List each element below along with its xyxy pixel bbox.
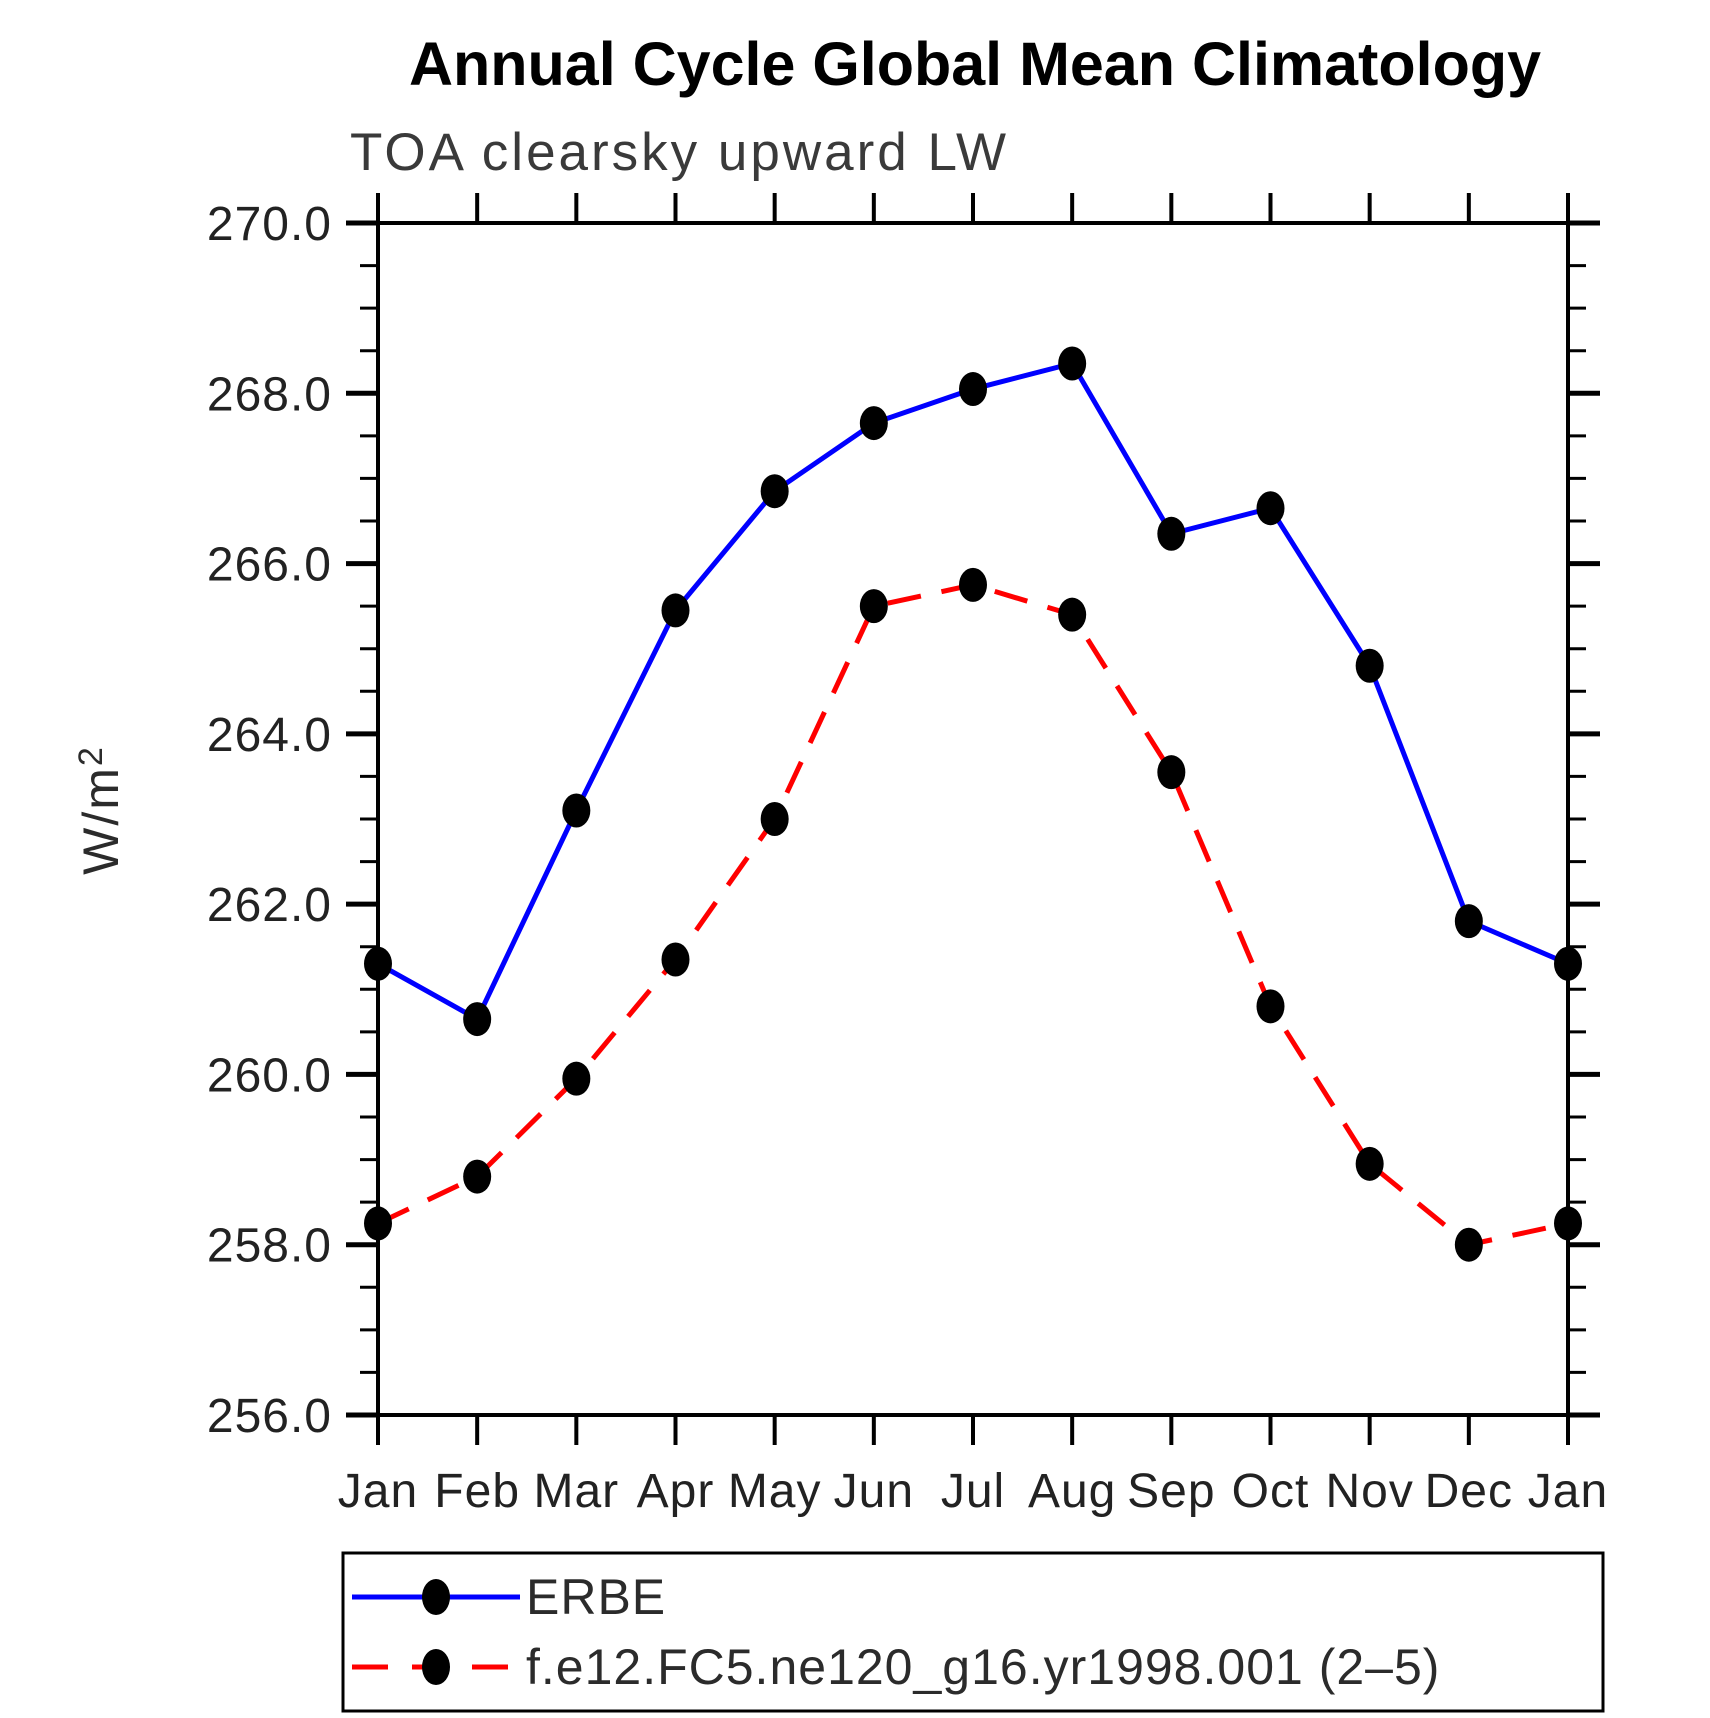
legend-marker-erbe bbox=[422, 1579, 450, 1615]
legend-marker-model bbox=[422, 1649, 450, 1685]
data-point-model-mar bbox=[562, 1061, 591, 1096]
x-tick-label: Feb bbox=[434, 1465, 520, 1518]
legend-item-erbe: ERBE bbox=[352, 1569, 666, 1625]
data-point-erbe-apr bbox=[661, 593, 690, 628]
data-point-model-aug bbox=[1058, 597, 1087, 632]
data-point-erbe-mar bbox=[562, 793, 591, 828]
data-point-model-nov bbox=[1355, 1146, 1384, 1181]
legend-item-model: f.e12.FC5.ne120_g16.yr1998.001 (2–5) bbox=[352, 1639, 1440, 1695]
x-tick-label: Jan bbox=[1528, 1465, 1608, 1518]
chart-title: Annual Cycle Global Mean Climatology bbox=[409, 30, 1541, 98]
data-point-model-jul bbox=[959, 567, 987, 602]
x-tick-label: Apr bbox=[637, 1465, 715, 1518]
legend-label-model: f.e12.FC5.ne120_g16.yr1998.001 (2–5) bbox=[526, 1639, 1440, 1695]
y-axis-label: W/m2 bbox=[72, 745, 129, 875]
x-tick-label: Jan bbox=[338, 1465, 418, 1518]
data-point-erbe-sep bbox=[1157, 516, 1186, 551]
chart-subtitle: TOA clearsky upward LW bbox=[350, 123, 1009, 182]
y-tick-label: 258.0 bbox=[207, 1220, 332, 1273]
x-tick-label: Sep bbox=[1127, 1465, 1215, 1518]
y-tick-label: 268.0 bbox=[207, 368, 332, 421]
data-point-erbe-jun bbox=[859, 406, 888, 441]
data-point-model-feb bbox=[463, 1159, 492, 1194]
x-tick-label: Jul bbox=[941, 1465, 1005, 1518]
x-tick-label: Mar bbox=[533, 1465, 619, 1518]
data-point-model-jan bbox=[364, 1206, 392, 1241]
x-tick-label: Dec bbox=[1425, 1465, 1513, 1518]
y-tick-label: 262.0 bbox=[207, 879, 332, 932]
data-point-erbe-nov bbox=[1355, 648, 1384, 683]
data-point-erbe-jan bbox=[364, 946, 392, 981]
data-point-model-apr bbox=[661, 942, 690, 977]
legend-label-erbe: ERBE bbox=[526, 1569, 666, 1625]
data-point-model-oct bbox=[1256, 989, 1285, 1024]
data-point-erbe-feb bbox=[463, 1002, 492, 1037]
data-point-model-jun bbox=[859, 589, 888, 624]
data-point-erbe-aug bbox=[1058, 346, 1087, 381]
x-tick-label: Nov bbox=[1325, 1465, 1413, 1518]
x-tick-label: Jun bbox=[834, 1465, 914, 1518]
series-line-erbe bbox=[376, 360, 1569, 1023]
plot-area: 256.0 258.0 260.0 262.0 264.0 266.0 268.0 270.0… bbox=[207, 193, 1608, 1518]
data-point-erbe-dec bbox=[1454, 904, 1483, 939]
series-line-model bbox=[376, 582, 1569, 1248]
data-point-model-jan bbox=[1554, 1206, 1582, 1241]
legend: ERBE f.e12.FC5.ne120_g16.yr1998.001 (2–5… bbox=[341, 1551, 1605, 1713]
y-tick-label: 264.0 bbox=[207, 709, 332, 762]
data-point-model-dec bbox=[1454, 1227, 1483, 1262]
y-tick-label: 260.0 bbox=[207, 1049, 332, 1102]
data-point-erbe-oct bbox=[1256, 491, 1285, 526]
y-tick-label: 266.0 bbox=[207, 539, 332, 592]
data-point-model-sep bbox=[1157, 755, 1186, 790]
legend-box bbox=[341, 1551, 1605, 1713]
data-point-erbe-jan bbox=[1554, 946, 1582, 981]
data-point-erbe-may bbox=[760, 474, 789, 509]
x-tick-label: Oct bbox=[1232, 1465, 1310, 1518]
x-tick-label: May bbox=[728, 1465, 822, 1518]
x-tick-label: Aug bbox=[1028, 1465, 1116, 1518]
data-point-model-may bbox=[760, 802, 789, 836]
data-point-erbe-jul bbox=[959, 372, 987, 407]
y-tick-label: 256.0 bbox=[207, 1390, 332, 1443]
y-tick-label: 270.0 bbox=[207, 198, 332, 251]
